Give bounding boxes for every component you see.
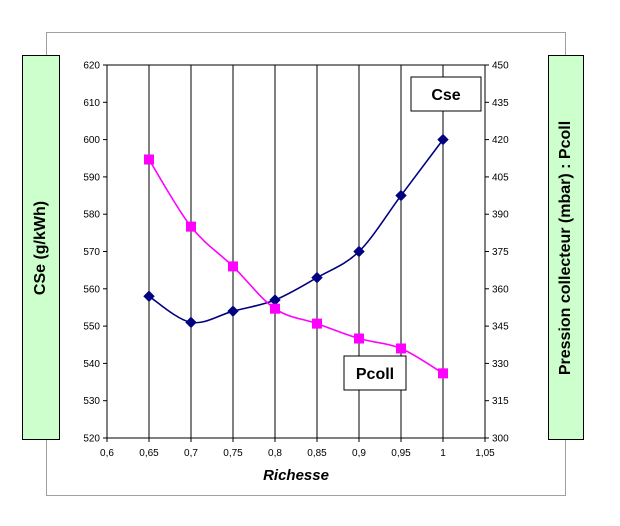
series-cse-point (353, 245, 365, 258)
y2-tick-label: 435 (492, 98, 509, 109)
x-tick-label: 0,8 (268, 448, 282, 459)
y2-tick-label: 315 (492, 396, 509, 407)
series-layer (143, 133, 449, 379)
x-tick-label: 1 (440, 448, 446, 459)
series-pcoll-point (396, 343, 406, 354)
y2-tick-label: 450 (492, 61, 509, 72)
y-tick-label: 560 (83, 284, 100, 295)
y-tick-label: 550 (83, 322, 100, 333)
y-tick-label: 590 (83, 172, 100, 183)
series-cse-point (311, 271, 323, 284)
y-tick-label: 570 (83, 247, 100, 258)
series-pcoll-point (270, 303, 280, 314)
series-cse-point (395, 189, 407, 202)
legend-cse-label: Cse (431, 87, 460, 104)
series-cse-point (269, 294, 281, 306)
y2-tick-label: 345 (492, 322, 509, 333)
series-cse-point (143, 290, 155, 302)
series-pcoll-point (186, 221, 196, 232)
legend-pcoll-box (343, 355, 407, 391)
y-tick-label: 580 (83, 210, 100, 221)
gridlines (148, 65, 444, 438)
plot-area (106, 64, 486, 439)
y-tick-label: 600 (83, 135, 100, 146)
y-tick-label: 520 (83, 434, 100, 445)
x-tick-label: 0,95 (391, 448, 411, 459)
right-axis-title-box: Pression collecteur (mbar) : Pcoll (548, 55, 584, 440)
series-pcoll-point (354, 333, 364, 344)
legend-cse-box (410, 76, 482, 112)
legend-pcoll-label: Pcoll (356, 366, 394, 383)
y-tick-label: 610 (83, 98, 100, 109)
x-tick-label: 0,65 (139, 448, 159, 459)
x-tick-label: 0,7 (184, 448, 198, 459)
y2-tick-label: 375 (492, 247, 509, 258)
x-tick-label: 0,9 (352, 448, 366, 459)
y-tick-label: 540 (83, 359, 100, 370)
series-cse-point (437, 133, 449, 146)
y2-tick-label: 390 (492, 210, 509, 221)
x-axis-title: Richesse (263, 467, 329, 484)
left-axis-title-box: CSe (g/kWh) (22, 55, 60, 440)
series-pcoll-point (228, 261, 238, 272)
x-tick-label: 0,6 (100, 448, 114, 459)
series-pcoll-point (144, 154, 154, 165)
y2-tick-label: 420 (492, 135, 509, 146)
series-pcoll-line (148, 159, 444, 375)
series-cse-point (227, 305, 239, 317)
x-tick-label: 0,75 (223, 448, 243, 459)
series-pcoll-point (438, 368, 448, 379)
series-cse-point (185, 316, 197, 329)
axis-ticks: 0,6 0,65 0,7 0,75 0,8 0,85 0,9 0,95 1 1,05 520 530 5… (83, 61, 509, 460)
y-tick-label: 620 (83, 61, 100, 72)
y2-tick-label: 405 (492, 172, 509, 183)
y2-tick-label: 300 (492, 434, 509, 445)
x-tick-label: 1,05 (475, 448, 495, 459)
x-tick-label: 0,85 (307, 448, 327, 459)
y2-tick-label: 360 (492, 284, 509, 295)
series-pcoll-point (312, 318, 322, 329)
y-tick-label: 530 (83, 396, 100, 407)
y2-tick-label: 330 (492, 359, 509, 370)
